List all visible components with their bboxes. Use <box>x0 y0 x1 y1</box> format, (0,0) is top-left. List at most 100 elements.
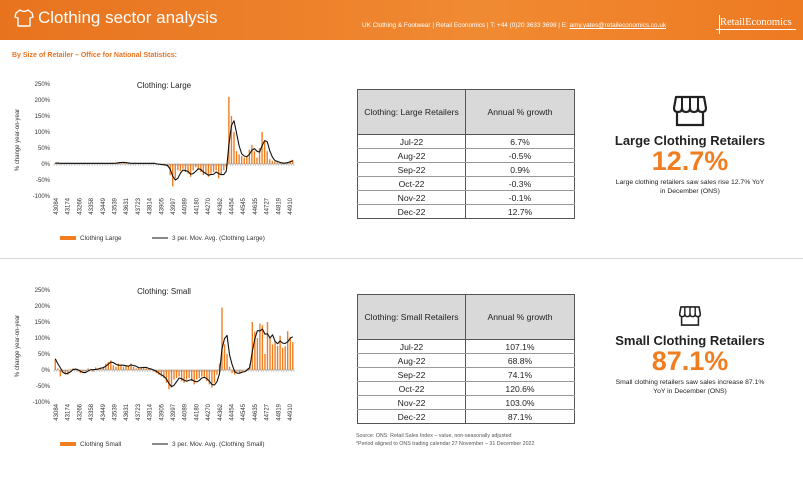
bar <box>276 346 279 370</box>
bar <box>130 363 132 370</box>
bar <box>276 162 279 164</box>
source-note: Source: ONS: Retail Sales Index – value,… <box>356 433 566 448</box>
x-tick-label: 43631 <box>124 403 130 420</box>
y-tick-label: 100% <box>35 336 51 342</box>
y-tick-label: -100% <box>33 400 51 406</box>
bar <box>112 365 115 370</box>
table-row: Sep-22 74.1% <box>357 367 575 382</box>
y-tick-label: 200% <box>35 98 51 104</box>
bar <box>174 164 176 179</box>
x-tick-label: 43539 <box>113 403 119 420</box>
y-tick-label: 150% <box>35 320 51 326</box>
legend-swatch-bars <box>60 442 76 446</box>
bar <box>284 346 286 370</box>
bar <box>269 338 271 370</box>
bar <box>231 370 233 374</box>
legend-label-line: 3 per. Mov. Avg. (Clothing Large) <box>172 235 265 242</box>
y-tick-label: 0% <box>41 162 50 168</box>
month-cell: Aug-22 <box>357 353 466 368</box>
bar <box>281 347 284 370</box>
bar <box>279 163 281 164</box>
month-cell: Aug-22 <box>357 148 466 163</box>
bar <box>87 368 89 370</box>
bar <box>163 370 165 378</box>
bar <box>289 160 291 164</box>
bar <box>188 370 190 378</box>
x-tick-label: 44089 <box>183 403 189 420</box>
email-link[interactable]: amy.yates@retaileconomics.co.uk <box>569 22 667 29</box>
chart-clothing-large: Clothing: Large -100% -50% 0% 50% 100% 150% 200… <box>10 72 300 262</box>
bar <box>153 370 155 372</box>
bar <box>62 370 64 372</box>
tshirt-icon <box>14 9 34 27</box>
x-tick-label: 43449 <box>101 403 107 420</box>
y-tick-label: 0% <box>41 368 50 374</box>
bar <box>266 151 268 164</box>
bar <box>135 368 137 370</box>
legend-label-line: 3 per. Mov. Avg. (Clothing Small) <box>172 441 264 448</box>
bar <box>240 156 243 164</box>
bar <box>261 132 263 164</box>
x-tick-label: 44635 <box>253 403 259 420</box>
table-header-growth: Annual % growth <box>465 294 575 340</box>
bar <box>59 370 62 377</box>
logo-text: RetailEconomics <box>720 17 792 28</box>
bar <box>292 342 294 370</box>
bar <box>286 331 289 370</box>
x-tick-label: 44454 <box>230 197 236 214</box>
table-row: Jul-22 107.1% <box>357 339 575 354</box>
bar <box>122 366 125 370</box>
bar <box>184 164 187 172</box>
month-cell: Nov-22 <box>357 395 466 410</box>
growth-cell: 68.8% <box>465 353 575 368</box>
header-bar: Clothing sector analysis UK Clothing & F… <box>0 0 803 40</box>
bar <box>158 370 160 375</box>
bar <box>195 164 197 168</box>
table-row: Dec-22 87.1% <box>357 409 575 424</box>
chart-clothing-small: Clothing: Small -100% -50% 0% 50% 100% 150% 200… <box>10 278 300 468</box>
bar <box>221 307 223 370</box>
table-row: Nov-22 103.0% <box>357 395 575 410</box>
x-tick-label: 44727 <box>265 197 271 214</box>
moving-average-line <box>55 120 293 181</box>
y-tick-label: 50% <box>38 146 51 152</box>
bar <box>179 164 182 172</box>
y-tick-label: -50% <box>36 178 51 184</box>
bar <box>223 344 226 370</box>
panel-large-retailers: Large Clothing Retailers 12.7% Large clo… <box>600 95 780 196</box>
bar <box>185 370 188 380</box>
bar <box>235 151 238 164</box>
x-tick-label: 43905 <box>159 197 165 214</box>
retail-economics-logo: RetailEconomics <box>716 15 798 35</box>
bar <box>266 322 269 370</box>
bar <box>210 164 212 174</box>
store-icon <box>673 95 707 127</box>
bar <box>289 337 291 370</box>
source-line: Source: ONS: Retail Sales Index – value,… <box>356 433 512 439</box>
bar <box>259 323 261 370</box>
legend-swatch-bars <box>60 236 76 240</box>
x-tick-label: 44270 <box>206 403 212 420</box>
bar <box>183 370 185 383</box>
bar <box>256 157 258 164</box>
bar <box>271 160 273 164</box>
bar <box>212 164 215 172</box>
y-tick-label: 250% <box>35 288 51 294</box>
contact-text: UK Clothing & Footwear | Retail Economic… <box>362 22 570 29</box>
bar <box>201 370 203 377</box>
bar <box>67 370 69 375</box>
bar <box>241 370 243 372</box>
bar <box>251 144 253 164</box>
x-tick-label: 44454 <box>230 403 236 420</box>
bar <box>206 370 208 382</box>
page-title: Clothing sector analysis <box>38 8 218 27</box>
bar <box>246 368 248 370</box>
x-tick-label: 44727 <box>265 403 271 420</box>
x-tick-label: 44270 <box>206 197 212 214</box>
x-tick-label: 44819 <box>276 403 282 420</box>
x-tick-label: 43905 <box>159 403 165 420</box>
bar <box>84 370 87 372</box>
bar <box>110 360 112 370</box>
table-row: Dec-22 12.7% <box>357 204 575 219</box>
x-tick-label: 44545 <box>241 403 247 420</box>
